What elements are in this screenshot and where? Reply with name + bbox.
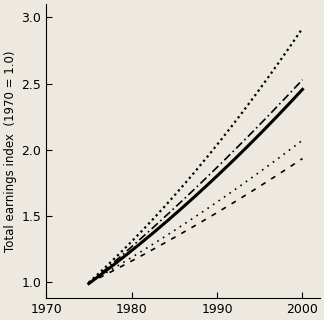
Y-axis label: Total earnings index  (1970 = 1.0): Total earnings index (1970 = 1.0) xyxy=(4,50,17,252)
